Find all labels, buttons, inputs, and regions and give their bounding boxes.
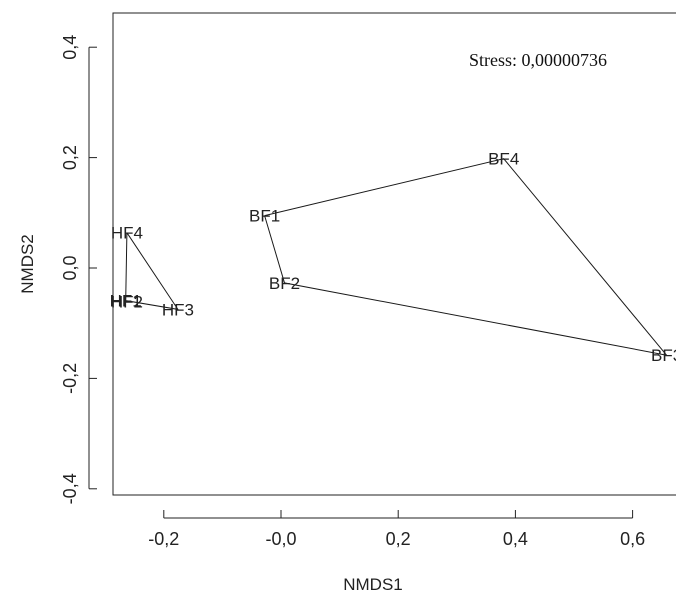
point-label-bf4: BF4: [488, 150, 519, 169]
point-label-hf4: HF4: [111, 224, 143, 243]
x-tick-label: 0,4: [503, 529, 528, 549]
point-label-hf2: HF2: [111, 293, 143, 312]
point-label-hf3: HF3: [162, 300, 194, 319]
y-tick-label: 0,4: [60, 35, 80, 60]
point-label-bf2: BF2: [269, 274, 300, 293]
y-axis: -0,4 -0,2 0,0 0,2 0,4: [60, 35, 97, 504]
x-tick-label: -0,2: [148, 529, 179, 549]
y-tick-label: 0,0: [60, 255, 80, 280]
point-label-bf1: BF1: [249, 207, 280, 226]
x-axis: -0,2 -0,0 0,2 0,4 0,6: [148, 510, 645, 549]
plot-frame: [112, 12, 676, 496]
hull-outline-1: [125, 232, 179, 311]
hull-outline-2: [264, 158, 668, 356]
point-label-bf3: BF3: [651, 346, 676, 365]
y-tick-label: 0,2: [60, 145, 80, 170]
point-label-hf1: HF1: [110, 292, 142, 311]
y-axis-title: NMDS2: [18, 234, 37, 294]
stress-annotation: Stress: 0,00000736: [469, 50, 607, 70]
x-axis-title: NMDS1: [343, 575, 403, 594]
x-tick-label: -0,0: [265, 529, 296, 549]
hull-layer: [125, 158, 668, 356]
y-tick-label: -0,2: [60, 363, 80, 394]
y-tick-label: -0,4: [60, 473, 80, 504]
x-tick-label: 0,2: [386, 529, 411, 549]
x-tick-label: 0,6: [620, 529, 645, 549]
